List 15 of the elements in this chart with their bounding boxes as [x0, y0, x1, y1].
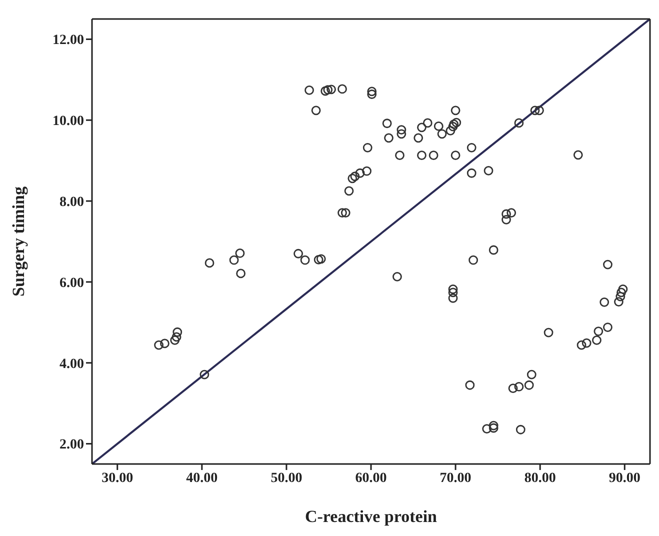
x-tick-label: 50.00: [270, 470, 302, 486]
x-axis-title: C-reactive protein: [304, 507, 438, 526]
x-tick-label: 90.00: [608, 470, 640, 486]
x-tick-label: 30.00: [102, 470, 134, 486]
x-tick-label: 80.00: [524, 470, 556, 486]
y-tick-label: 8.00: [60, 195, 84, 210]
y-tick-label: 12.00: [52, 33, 84, 48]
y-tick-label: 2.00: [60, 438, 84, 453]
x-tick-label: 60.00: [355, 470, 387, 486]
x-tick-label: 70.00: [440, 470, 472, 486]
y-tick-label: 10.00: [52, 114, 84, 130]
y-tick-label: 4.00: [60, 356, 84, 372]
x-tick-label: 40.00: [186, 470, 218, 486]
y-axis-title: Surgery timing: [9, 186, 28, 297]
y-tick-label: 6.00: [60, 276, 84, 291]
